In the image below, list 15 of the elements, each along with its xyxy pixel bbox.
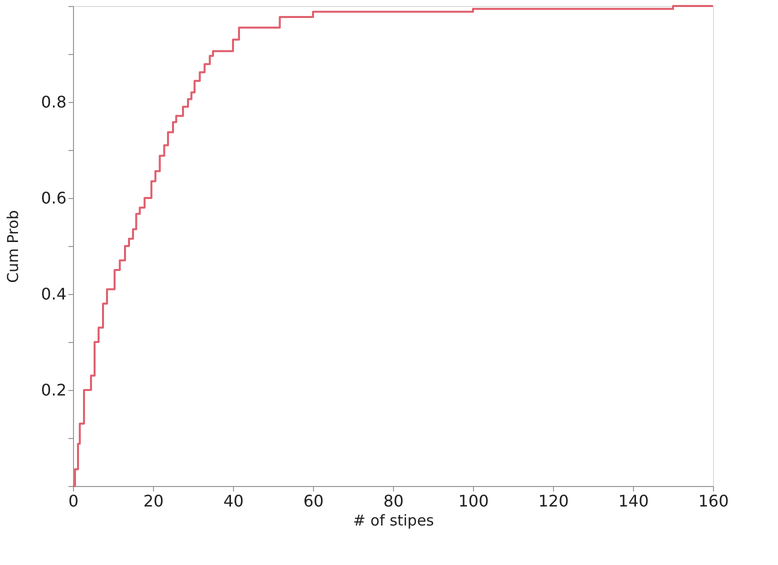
x-axis-title: # of stipes xyxy=(353,512,434,530)
x-tick-label: 160 xyxy=(698,492,729,510)
y-axis-title: Cum Prob xyxy=(4,210,22,283)
x-tick-label: 60 xyxy=(303,492,324,510)
x-tick-label: 20 xyxy=(143,492,164,510)
x-tick-label: 80 xyxy=(383,492,404,510)
x-tick-label: 100 xyxy=(458,492,489,510)
y-tick-label: 0.8 xyxy=(41,92,66,112)
y-tick-label: 0.6 xyxy=(41,188,66,208)
x-tick-label: 0 xyxy=(68,492,79,510)
x-tick-label: 120 xyxy=(538,492,569,510)
y-tick-label: 0.4 xyxy=(41,284,66,304)
y-tick-label: 0.2 xyxy=(41,380,66,400)
x-tick-label: 40 xyxy=(223,492,244,510)
x-tick-label: 140 xyxy=(618,492,649,510)
